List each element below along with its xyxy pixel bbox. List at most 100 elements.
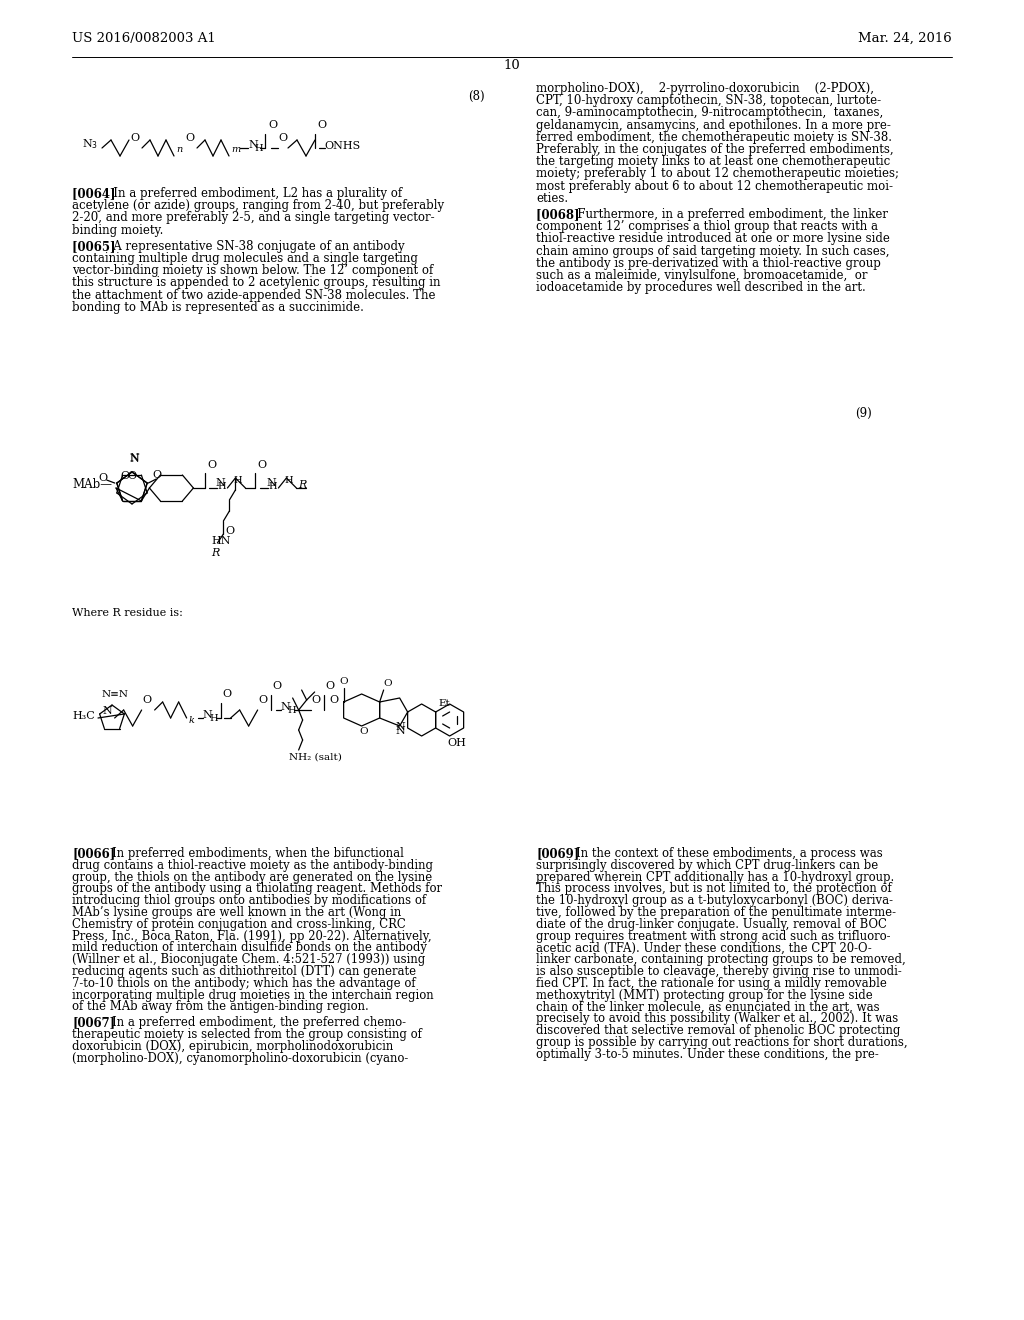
- Text: vector-binding moiety is shown below. The 12’ component of: vector-binding moiety is shown below. Th…: [72, 264, 433, 277]
- Text: O: O: [268, 120, 278, 129]
- Text: morpholino-DOX),    2-pyrrolino-doxorubicin    (2-PDOX),: morpholino-DOX), 2-pyrrolino-doxorubicin…: [536, 82, 874, 95]
- Text: O: O: [272, 681, 282, 690]
- Text: N≡N: N≡N: [102, 690, 129, 700]
- Text: thiol-reactive residue introduced at one or more lysine side: thiol-reactive residue introduced at one…: [536, 232, 890, 246]
- Text: containing multiple drug molecules and a single targeting: containing multiple drug molecules and a…: [72, 252, 418, 265]
- Text: O: O: [278, 133, 287, 143]
- Text: Where R residue is:: Where R residue is:: [72, 609, 183, 618]
- Text: n: n: [176, 145, 182, 154]
- Text: incorporating multiple drug moieties in the interchain region: incorporating multiple drug moieties in …: [72, 989, 433, 1002]
- Text: H: H: [285, 477, 293, 484]
- Text: optimally 3-to-5 minutes. Under these conditions, the pre-: optimally 3-to-5 minutes. Under these co…: [536, 1048, 879, 1060]
- Text: group is possible by carrying out reactions for short durations,: group is possible by carrying out reacti…: [536, 1036, 907, 1049]
- Text: diate of the drug-linker conjugate. Usually, removal of BOC: diate of the drug-linker conjugate. Usua…: [536, 917, 887, 931]
- Text: O: O: [142, 696, 152, 705]
- Text: In a preferred embodiment, L2 has a plurality of: In a preferred embodiment, L2 has a plur…: [102, 187, 402, 201]
- Text: [0064]: [0064]: [72, 187, 120, 201]
- Text: methoxytrityl (MMT) protecting group for the lysine side: methoxytrityl (MMT) protecting group for…: [536, 989, 872, 1002]
- Text: is also susceptible to cleavage, thereby giving rise to unmodi-: is also susceptible to cleavage, thereby…: [536, 965, 902, 978]
- Text: O: O: [98, 473, 108, 483]
- Text: doxorubicin (DOX), epirubicin, morpholinodoxorubicin: doxorubicin (DOX), epirubicin, morpholin…: [72, 1040, 393, 1053]
- Text: (8): (8): [468, 90, 484, 103]
- Text: H: H: [254, 144, 262, 153]
- Text: binding moiety.: binding moiety.: [72, 223, 164, 236]
- Text: O: O: [317, 120, 326, 129]
- Text: group requires treatment with strong acid such as trifluoro-: group requires treatment with strong aci…: [536, 929, 891, 942]
- Text: chain amino groups of said targeting moiety. In such cases,: chain amino groups of said targeting moi…: [536, 244, 890, 257]
- Text: [0068]: [0068]: [536, 209, 584, 220]
- Text: tive, followed by the preparation of the penultimate interme-: tive, followed by the preparation of the…: [536, 906, 896, 919]
- Text: MAb—: MAb—: [72, 478, 112, 491]
- Text: A representative SN-38 conjugate of an antibody: A representative SN-38 conjugate of an a…: [102, 240, 404, 253]
- Text: In preferred embodiments, when the bifunctional: In preferred embodiments, when the bifun…: [97, 847, 404, 861]
- Text: the antibody is pre-derivatized with a thiol-reactive group: the antibody is pre-derivatized with a t…: [536, 257, 881, 269]
- Text: N: N: [203, 710, 212, 719]
- Text: the 10-hydroxyl group as a t-butyloxycarbonyl (BOC) deriva-: the 10-hydroxyl group as a t-butyloxycar…: [536, 894, 893, 907]
- Text: drug contains a thiol-reactive moiety as the antibody-binding: drug contains a thiol-reactive moiety as…: [72, 859, 433, 871]
- Text: [0067]: [0067]: [72, 1016, 115, 1030]
- Text: component 12’ comprises a thiol group that reacts with a: component 12’ comprises a thiol group th…: [536, 220, 878, 234]
- Text: N: N: [395, 726, 406, 737]
- Text: R: R: [211, 548, 220, 558]
- Text: most preferably about 6 to about 12 chemotherapeutic moi-: most preferably about 6 to about 12 chem…: [536, 180, 893, 193]
- Text: geldanamycin, ansamycins, and epothilones. In a more pre-: geldanamycin, ansamycins, and epothilone…: [536, 119, 891, 132]
- Text: O: O: [208, 459, 216, 470]
- Text: reducing agents such as dithiothreitol (DTT) can generate: reducing agents such as dithiothreitol (…: [72, 965, 416, 978]
- Text: N$_3$: N$_3$: [82, 137, 98, 150]
- Text: precisely to avoid this possibility (Walker et al., 2002). It was: precisely to avoid this possibility (Wal…: [536, 1012, 898, 1026]
- Text: k: k: [188, 715, 195, 725]
- Text: HN: HN: [211, 536, 230, 546]
- Text: Furthermore, in a preferred embodiment, the linker: Furthermore, in a preferred embodiment, …: [566, 209, 888, 220]
- Text: N: N: [266, 478, 276, 488]
- Text: MAb’s lysine groups are well known in the art (Wong in: MAb’s lysine groups are well known in th…: [72, 906, 401, 919]
- Text: N: N: [281, 702, 291, 711]
- Text: H: H: [233, 477, 242, 484]
- Text: acetic acid (TFA). Under these conditions, the CPT 20-O-: acetic acid (TFA). Under these condition…: [536, 941, 871, 954]
- Text: acetylene (or azide) groups, ranging from 2-40, but preferably: acetylene (or azide) groups, ranging fro…: [72, 199, 444, 213]
- Text: the attachment of two azide-appended SN-38 molecules. The: the attachment of two azide-appended SN-…: [72, 289, 435, 301]
- Text: m: m: [231, 145, 241, 154]
- Text: In a preferred embodiment, the preferred chemo-: In a preferred embodiment, the preferred…: [97, 1016, 407, 1030]
- Text: CPT, 10-hydroxy camptothecin, SN-38, topotecan, lurtote-: CPT, 10-hydroxy camptothecin, SN-38, top…: [536, 94, 881, 107]
- Text: O: O: [225, 525, 234, 536]
- Text: discovered that selective removal of phenolic BOC protecting: discovered that selective removal of phe…: [536, 1024, 900, 1038]
- Text: of the MAb away from the antigen-binding region.: of the MAb away from the antigen-binding…: [72, 1001, 369, 1014]
- Text: iodoacetamide by procedures well described in the art.: iodoacetamide by procedures well describ…: [536, 281, 865, 294]
- Text: O: O: [340, 677, 348, 686]
- Text: (morpholino-DOX), cyanomorpholino-doxorubicin (cyano-: (morpholino-DOX), cyanomorpholino-doxoru…: [72, 1052, 409, 1065]
- Text: prepared wherein CPT additionally has a 10-hydroxyl group.: prepared wherein CPT additionally has a …: [536, 871, 894, 883]
- Text: [0065]: [0065]: [72, 240, 120, 253]
- Text: N: N: [248, 140, 258, 150]
- Text: H: H: [268, 482, 278, 491]
- Text: (9): (9): [855, 407, 871, 420]
- Text: O: O: [130, 133, 139, 143]
- Text: O: O: [222, 689, 231, 700]
- Text: In the context of these embodiments, a process was: In the context of these embodiments, a p…: [561, 847, 883, 861]
- Text: 10: 10: [504, 59, 520, 73]
- Text: N: N: [395, 722, 406, 733]
- Text: ferred embodiment, the chemotherapeutic moiety is SN-38.: ferred embodiment, the chemotherapeutic …: [536, 131, 892, 144]
- Text: N: N: [129, 453, 138, 463]
- Text: Et: Et: [438, 700, 451, 708]
- Text: O: O: [121, 471, 130, 480]
- Text: US 2016/0082003 A1: US 2016/0082003 A1: [72, 32, 216, 45]
- Text: H₃C: H₃C: [72, 711, 95, 721]
- Text: fied CPT. In fact, the rationale for using a mildly removable: fied CPT. In fact, the rationale for usi…: [536, 977, 887, 990]
- Text: linker carbonate, containing protecting groups to be removed,: linker carbonate, containing protecting …: [536, 953, 906, 966]
- Text: 7-to-10 thiols on the antibody; which has the advantage of: 7-to-10 thiols on the antibody; which ha…: [72, 977, 416, 990]
- Text: group, the thiols on the antibody are generated on the lysine: group, the thiols on the antibody are ge…: [72, 871, 432, 883]
- Text: H: H: [210, 714, 218, 723]
- Text: therapeutic moiety is selected from the group consisting of: therapeutic moiety is selected from the …: [72, 1028, 422, 1041]
- Text: H: H: [217, 482, 226, 491]
- Text: N: N: [129, 454, 138, 465]
- Text: chain of the linker molecule, as enunciated in the art, was: chain of the linker molecule, as enuncia…: [536, 1001, 880, 1014]
- Text: O: O: [359, 727, 369, 737]
- Text: O: O: [257, 459, 266, 470]
- Text: R: R: [298, 480, 307, 490]
- Text: the targeting moiety links to at least one chemotherapeutic: the targeting moiety links to at least o…: [536, 156, 890, 168]
- Text: ONHS: ONHS: [324, 141, 360, 150]
- Text: O: O: [326, 681, 335, 690]
- Text: This process involves, but is not limited to, the protection of: This process involves, but is not limite…: [536, 882, 892, 895]
- Text: this structure is appended to 2 acetylenic groups, resulting in: this structure is appended to 2 acetylen…: [72, 276, 440, 289]
- Text: bonding to MAb is represented as a succinimide.: bonding to MAb is represented as a succi…: [72, 301, 364, 314]
